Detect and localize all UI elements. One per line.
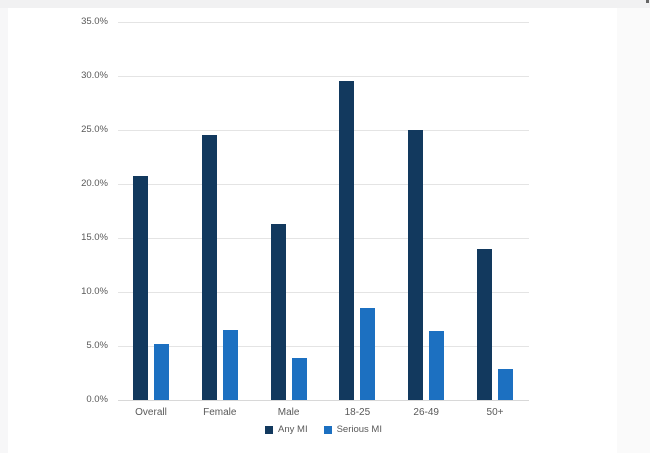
bar-serious-mi-male <box>291 357 307 400</box>
x-axis-category-label: Male <box>277 407 300 418</box>
legend-item-any-mi: Any MI <box>265 424 308 436</box>
gridline <box>118 345 529 347</box>
bar-any-mi-overall <box>133 176 148 400</box>
y-axis-tick-label: 30.0% <box>81 70 108 81</box>
legend-swatch-icon <box>265 426 274 434</box>
bar-serious-mi-50+ <box>498 368 513 400</box>
bar-any-mi-18-25 <box>339 81 355 400</box>
gridline <box>118 291 529 293</box>
y-axis-tick-label: 5.0% <box>86 340 108 351</box>
legend-label: Serious MI <box>336 424 382 435</box>
x-axis-category-label: 18-25 <box>344 407 371 418</box>
screen-artifact-dot <box>646 0 649 3</box>
y-axis-tick-label: 35.0% <box>81 16 108 27</box>
bar-any-mi-female <box>201 135 217 400</box>
window-frame-top <box>0 0 650 8</box>
bar-serious-mi-18-25 <box>360 308 376 400</box>
x-axis-line <box>118 399 529 401</box>
gridline <box>118 129 529 131</box>
gridline <box>118 21 529 23</box>
gridline <box>118 237 529 239</box>
bar-any-mi-50+ <box>477 248 492 400</box>
gridline <box>118 75 529 77</box>
bar-serious-mi-female <box>222 329 238 400</box>
x-axis-category-label: 26-49 <box>413 407 439 418</box>
window-frame-left <box>0 8 8 453</box>
legend-item-serious-mi: Serious MI <box>323 424 382 436</box>
legend-swatch-icon <box>323 426 332 434</box>
y-axis-tick-label: 20.0% <box>81 178 108 189</box>
bar-any-mi-26-49 <box>408 130 424 400</box>
y-axis-tick-label: 25.0% <box>81 124 108 135</box>
x-axis-category-label: Female <box>203 407 237 418</box>
y-axis-tick-label: 15.0% <box>81 232 108 243</box>
window-frame-right <box>617 8 650 453</box>
bar-serious-mi-overall <box>154 343 169 400</box>
bar-any-mi-male <box>270 223 286 400</box>
plot-area <box>118 21 529 401</box>
legend: Any MI Serious MI <box>118 424 529 436</box>
gridline <box>118 183 529 185</box>
x-axis-category-label: 50+ <box>486 407 504 418</box>
x-axis-category-label: Overall <box>135 407 167 418</box>
legend-label: Any MI <box>278 424 308 435</box>
y-axis-tick-label: 0.0% <box>86 394 108 405</box>
bar-serious-mi-26-49 <box>429 330 445 400</box>
y-axis-tick-label: 10.0% <box>81 286 108 297</box>
